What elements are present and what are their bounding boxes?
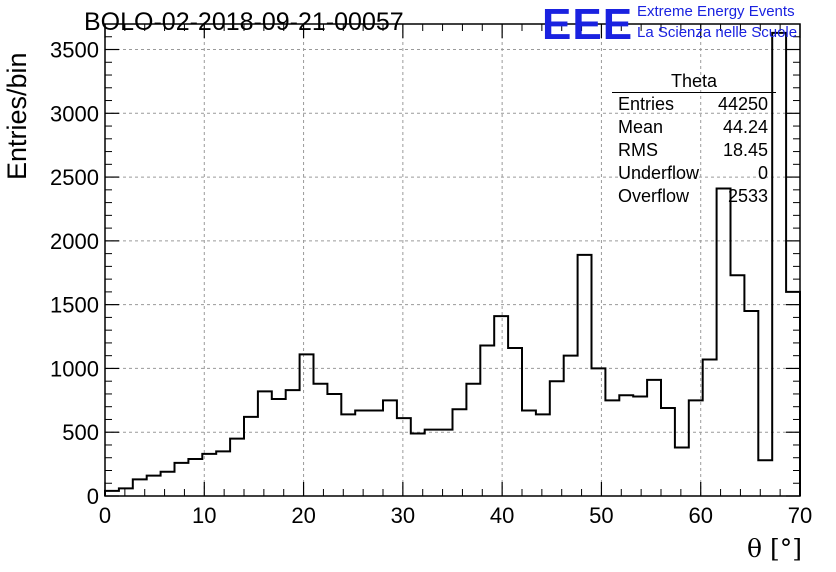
- tick-labels: 0 10 20 30 40 50 60 70 0 500 1000 1500 2000 2500 3000 3…: [50, 38, 812, 528]
- stats-value: 2533: [727, 186, 768, 206]
- stats-row-underflow: Underflow 0: [612, 162, 776, 185]
- x-tick-label: 40: [490, 503, 514, 528]
- chart-title: BOLO-02-2018-09-21-00057: [84, 8, 404, 36]
- x-tick-label: 0: [99, 503, 111, 528]
- y-tick-label: 500: [62, 420, 99, 445]
- eee-logo: EEE: [542, 0, 634, 49]
- stats-label: Mean: [618, 117, 664, 137]
- stats-label: Entries: [618, 94, 675, 114]
- x-tick-label: 20: [291, 503, 315, 528]
- y-tick-label: 3500: [50, 38, 99, 63]
- x-tick-label: 70: [788, 503, 812, 528]
- x-axis-label: θ [°]: [746, 534, 802, 563]
- stats-row-mean: Mean 44.24: [612, 116, 776, 139]
- y-axis-label: Entries/bin: [2, 52, 32, 180]
- x-tick-label: 30: [391, 503, 415, 528]
- stats-value: 18.45: [722, 140, 768, 160]
- y-tick-label: 0: [87, 484, 99, 509]
- axes: [104, 23, 801, 497]
- y-tick-label: 1000: [50, 356, 99, 381]
- stats-row-rms: RMS 18.45: [612, 139, 776, 162]
- plot-frame: [104, 23, 801, 497]
- stats-label: Overflow: [618, 186, 690, 206]
- stats-value: 0: [757, 163, 768, 183]
- stats-row-overflow: Overflow 2533: [612, 185, 776, 208]
- stats-box: Theta Entries 44250 Mean 44.24 RMS 18.45…: [612, 70, 776, 208]
- stats-label: RMS: [618, 140, 658, 160]
- brand-line-2: La Scienza nelle Scuole: [637, 24, 798, 41]
- stats-value: 44.24: [722, 117, 768, 137]
- histogram-step-line: [104, 31, 801, 496]
- x-tick-label: 10: [192, 503, 216, 528]
- stats-value: 44250: [717, 94, 768, 114]
- y-tick-label: 1500: [50, 293, 99, 318]
- grid-lines: [105, 24, 800, 496]
- stats-label: Underflow: [618, 163, 700, 183]
- stats-title: Theta: [612, 70, 776, 93]
- stats-row-entries: Entries 44250: [612, 93, 776, 116]
- x-tick-label: 50: [589, 503, 613, 528]
- y-tick-label: 3000: [50, 101, 99, 126]
- x-tick-label: 60: [688, 503, 712, 528]
- y-tick-label: 2500: [50, 165, 99, 190]
- y-tick-label: 2000: [50, 229, 99, 254]
- brand-line-1: Extreme Energy Events: [637, 3, 795, 20]
